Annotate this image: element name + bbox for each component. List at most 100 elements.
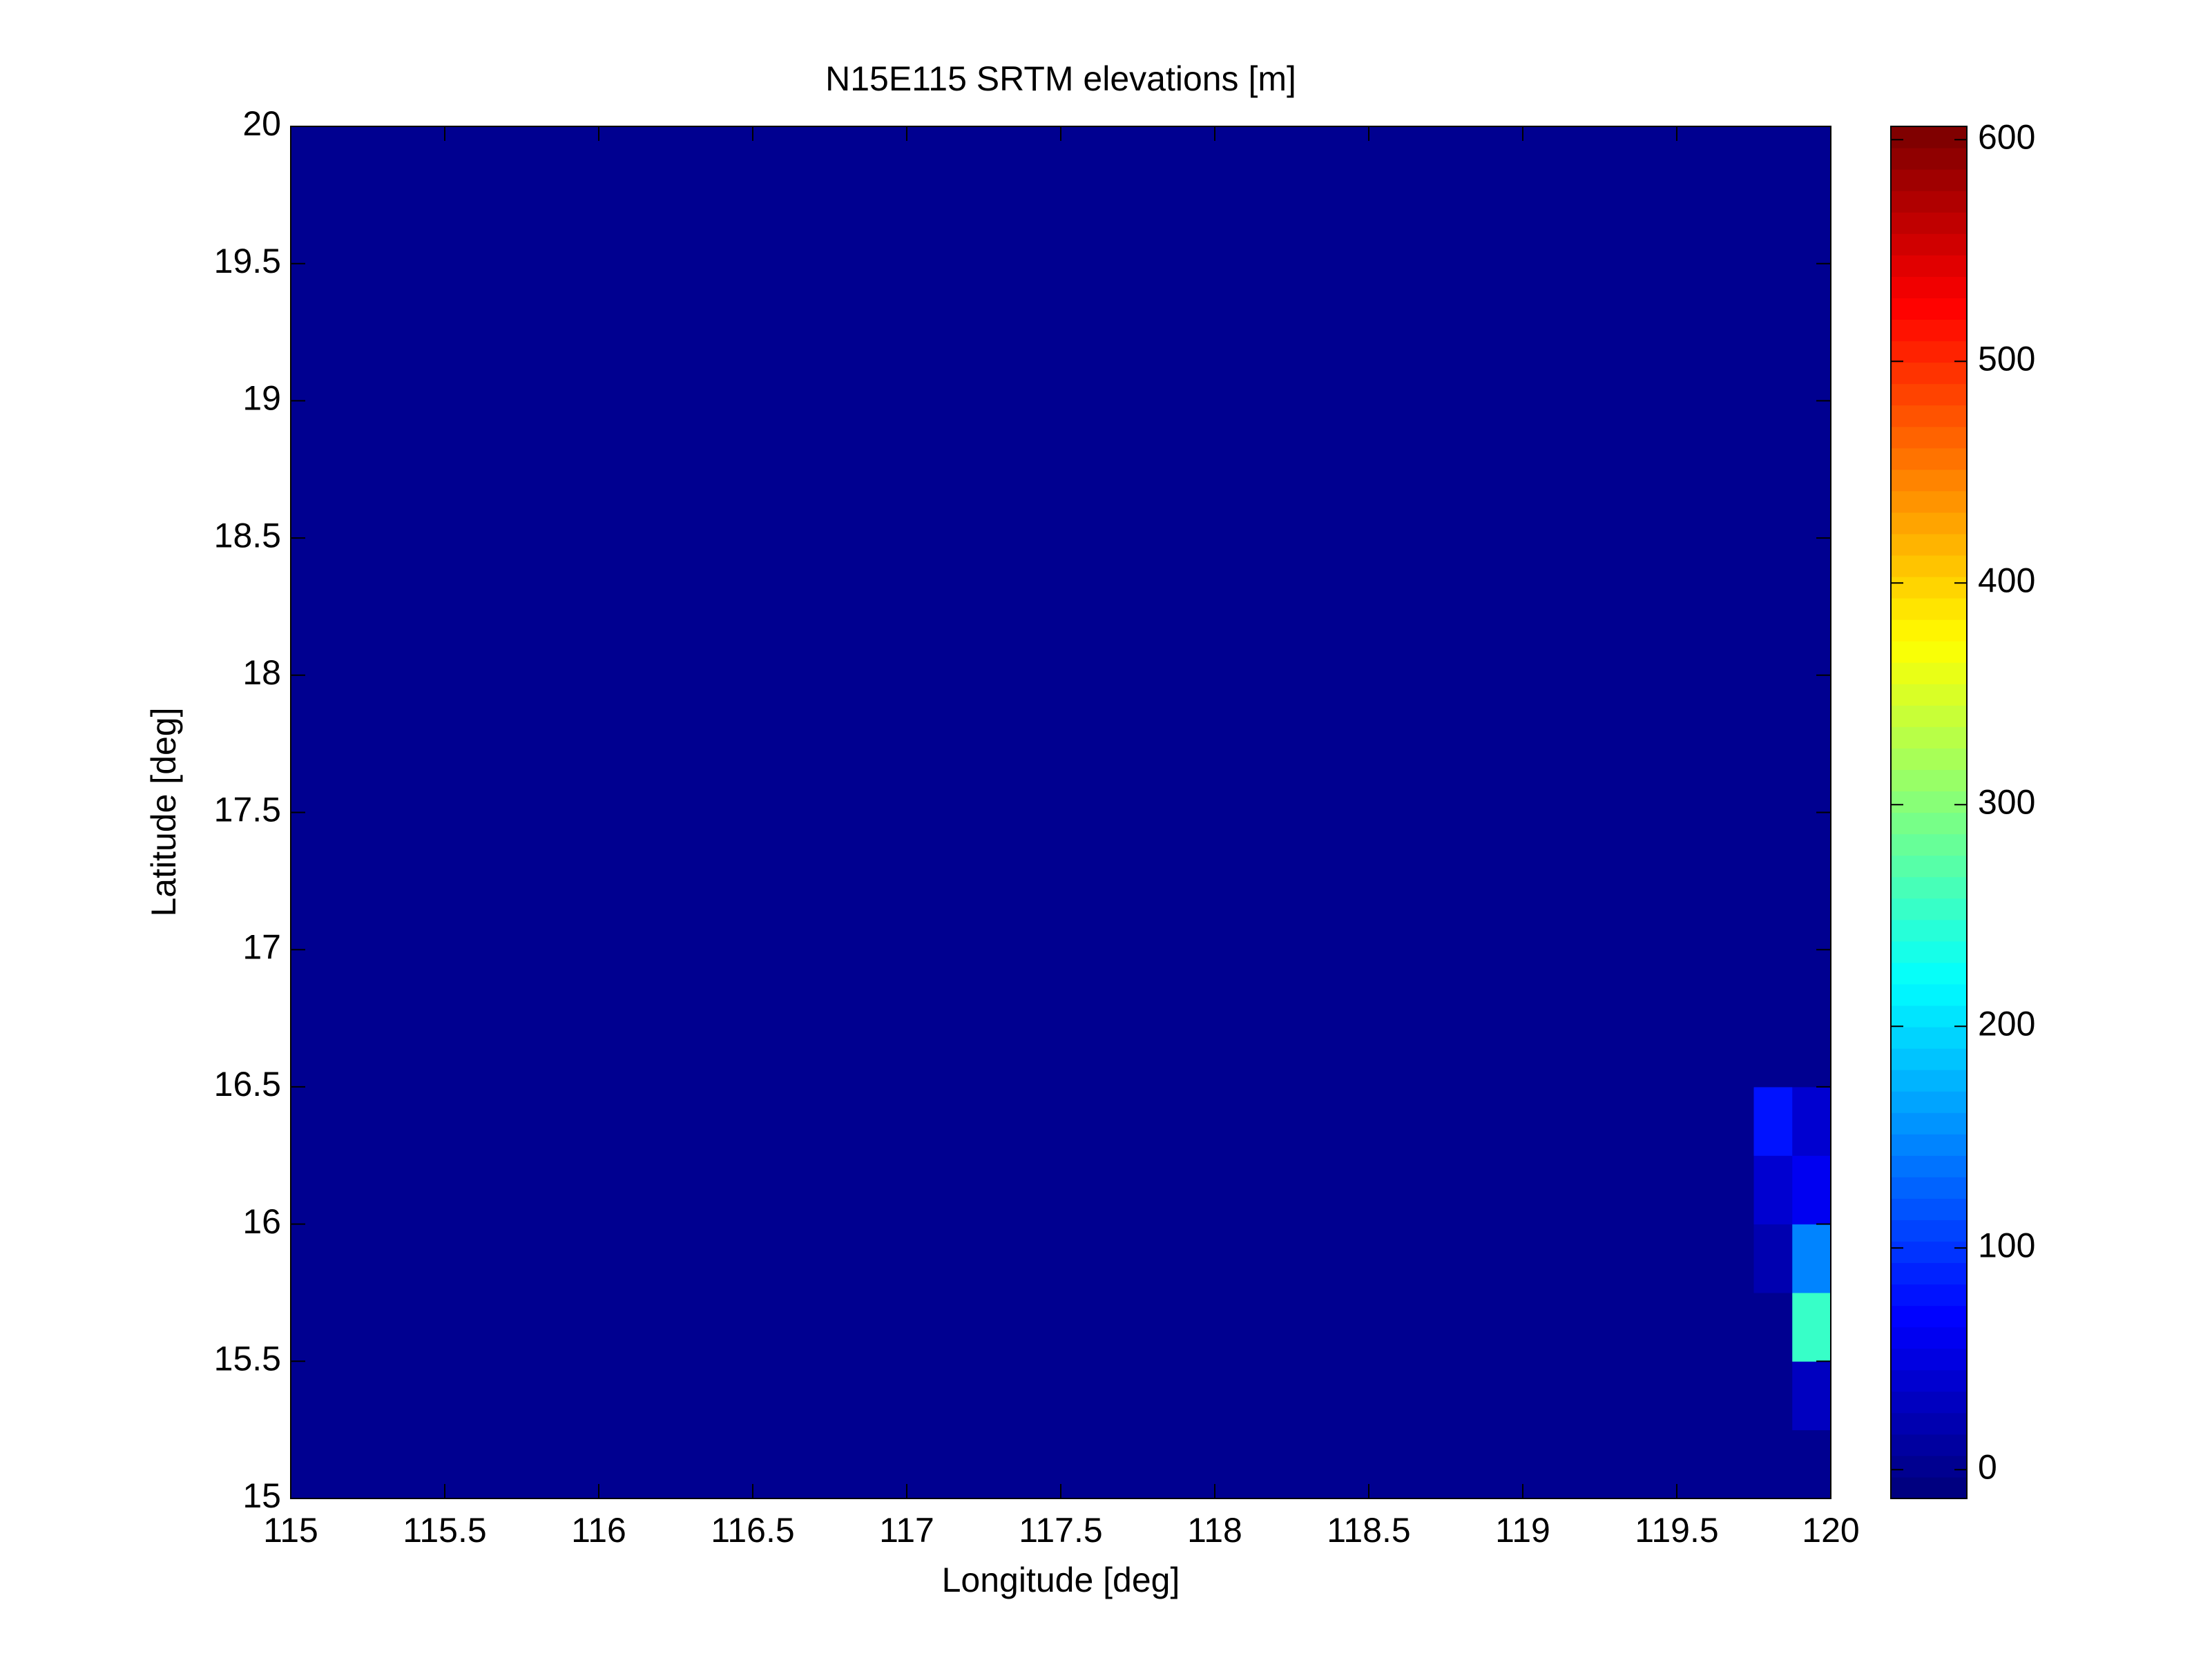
colorbar-frame: [1890, 126, 1968, 1499]
colorbar-band: [1891, 898, 1967, 920]
colorbar-band: [1891, 619, 1967, 642]
colorbar-band: [1891, 319, 1967, 342]
heatmap-cell: [1753, 1292, 1793, 1362]
y-tick-label: 19: [242, 379, 281, 418]
y-tick-label: 18: [242, 653, 281, 692]
colorbar-band: [1891, 1220, 1967, 1242]
colorbar-band: [1891, 1070, 1967, 1092]
heatmap-cell: [1792, 1224, 1831, 1293]
heatmap-cell: [291, 1155, 1754, 1225]
heatmap-cell: [1792, 1292, 1831, 1362]
colorbar-tick-label: 200: [1978, 1004, 2035, 1043]
colorbar-band: [1891, 1091, 1967, 1113]
colorbar-band: [1891, 1434, 1967, 1456]
colorbar-band: [1891, 941, 1967, 963]
y-tick-label: 17.5: [214, 791, 281, 829]
colorbar-band: [1891, 1369, 1967, 1392]
colorbar-band: [1891, 512, 1967, 534]
x-tick-label: 118: [1187, 1511, 1242, 1550]
heatmap-cell: [291, 1086, 1754, 1156]
heatmap-cell: [1792, 1361, 1831, 1431]
colorbar-band: [1891, 1262, 1967, 1285]
colorbar-band: [1891, 1134, 1967, 1156]
colorbar-band: [1891, 555, 1967, 577]
x-tick-label: 117.5: [1019, 1511, 1102, 1550]
colorbar-band: [1891, 148, 1967, 170]
colorbar-band: [1891, 748, 1967, 771]
colorbar-band: [1891, 962, 1967, 985]
colorbar-tick-label: 500: [1978, 339, 2035, 378]
y-tick-label: 16: [242, 1202, 281, 1241]
heatmap-cell: [1792, 1086, 1831, 1156]
colorbar-band: [1891, 405, 1967, 427]
colorbar-band: [1891, 1284, 1967, 1307]
colorbar-band: [1891, 1112, 1967, 1135]
colorbar-band: [1891, 191, 1967, 213]
x-tick-label: 115: [263, 1511, 318, 1550]
colorbar-band: [1891, 1155, 1967, 1177]
colorbar-band: [1891, 876, 1967, 899]
x-tick-label: 118.5: [1327, 1511, 1410, 1550]
colorbar-band: [1891, 1391, 1967, 1414]
colorbar-band: [1891, 1412, 1967, 1435]
colorbar-band: [1891, 1305, 1967, 1328]
colorbar-tick-label: 300: [1978, 782, 2035, 821]
colorbar-band: [1891, 791, 1967, 813]
colorbar-band: [1891, 1455, 1967, 1478]
heatmap-cell: [1753, 1224, 1793, 1293]
heatmap-cell: [1792, 1429, 1831, 1499]
colorbar-band: [1891, 983, 1967, 1006]
colorbar-band: [1891, 1026, 1967, 1049]
heatmap-cell: [291, 126, 1754, 1088]
colorbar-tick-label: 600: [1978, 117, 2035, 156]
y-axis-label: Latitude [deg]: [144, 707, 183, 916]
x-axis-label: Longitude [deg]: [942, 1561, 1180, 1599]
y-tick-label: 19.5: [214, 242, 281, 280]
colorbar-band: [1891, 684, 1967, 706]
colorbar-band: [1891, 769, 1967, 792]
heatmap-cell: [1753, 1429, 1793, 1499]
colorbar-band: [1891, 812, 1967, 835]
colorbar-band: [1891, 726, 1967, 749]
heatmap-cell: [1753, 1155, 1793, 1225]
colorbar-band: [1891, 212, 1967, 234]
chart-title: N15E115 SRTM elevations [m]: [825, 59, 1296, 98]
heatmap-cell: [1792, 1155, 1831, 1225]
colorbar-band: [1891, 255, 1967, 277]
x-tick-label: 119.5: [1635, 1511, 1718, 1550]
x-tick-label: 116.5: [711, 1511, 794, 1550]
colorbar-band: [1891, 169, 1967, 191]
x-tick-label: 115.5: [403, 1511, 486, 1550]
heatmap-cell: [1753, 126, 1793, 1088]
colorbar-band: [1891, 598, 1967, 620]
colorbar-band: [1891, 1177, 1967, 1199]
colorbar-band: [1891, 855, 1967, 878]
colorbar-tick-label: 100: [1978, 1226, 2035, 1264]
y-tick-label: 15.5: [214, 1340, 281, 1378]
x-tick-label: 116: [571, 1511, 626, 1550]
heatmap-cell: [291, 1429, 1754, 1499]
colorbar-band: [1891, 1327, 1967, 1349]
heatmap-cell: [291, 1224, 1754, 1293]
colorbar-band: [1891, 490, 1967, 513]
colorbar-tick-label: 400: [1978, 561, 2035, 599]
heatmap-cell: [1792, 126, 1831, 1088]
y-tick-label: 16.5: [214, 1065, 281, 1103]
colorbar-tick-label: 0: [1978, 1447, 1997, 1486]
colorbar-band: [1891, 705, 1967, 727]
colorbar-band: [1891, 662, 1967, 684]
x-tick-label: 117: [879, 1511, 934, 1550]
colorbar-band: [1891, 576, 1967, 599]
colorbar-band: [1891, 1198, 1967, 1220]
x-tick-label: 119: [1495, 1511, 1550, 1550]
colorbar-band: [1891, 641, 1967, 663]
heatmap-cell: [291, 1292, 1754, 1362]
colorbar-band: [1891, 833, 1967, 856]
colorbar-band: [1891, 1348, 1967, 1371]
colorbar-band: [1891, 533, 1967, 556]
colorbar-band: [1891, 447, 1967, 470]
colorbar-band: [1891, 426, 1967, 449]
colorbar-band: [1891, 298, 1967, 320]
y-tick-label: 18.5: [214, 516, 281, 555]
